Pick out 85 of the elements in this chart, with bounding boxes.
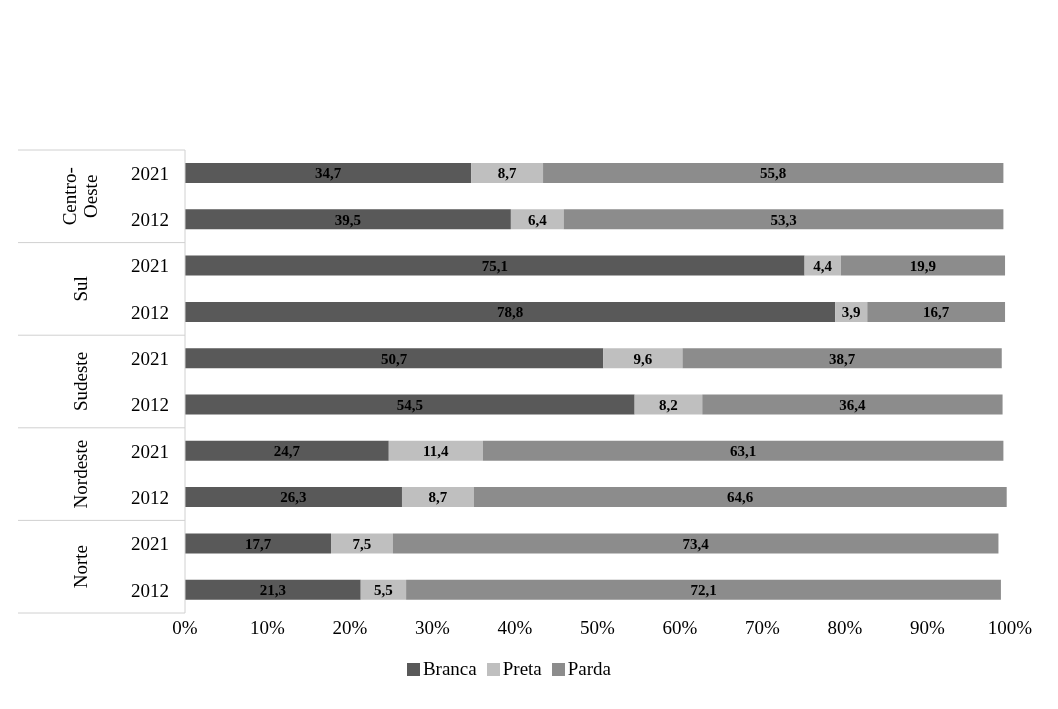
data-label: 36,4 [839, 396, 867, 413]
bar [185, 163, 472, 183]
bar [185, 255, 805, 276]
x-tick-label: 80% [827, 617, 863, 639]
data-label: 54,5 [396, 396, 423, 413]
x-tick-label: 0% [172, 617, 198, 639]
text: Nordeste [69, 439, 91, 509]
data-label: 17,7 [244, 535, 272, 552]
data-label: 39,5 [334, 211, 362, 228]
x-tick-label: 10% [250, 617, 286, 639]
text: Sudeste [69, 351, 91, 412]
y-tick-label: 2021 [131, 533, 169, 555]
x-tick-label: 20% [332, 617, 368, 639]
bar [185, 440, 389, 461]
bar [473, 487, 1007, 508]
x-tick-label: 60% [662, 617, 698, 639]
bar [867, 301, 1006, 322]
data-label: 7,5 [352, 535, 372, 552]
y-tick-label: 2012 [131, 394, 169, 416]
data-label: 6,4 [527, 211, 548, 228]
y-tick-label: 2012 [131, 209, 169, 231]
data-label: 21,3 [259, 582, 286, 599]
data-label: 73,4 [682, 535, 710, 552]
data-label: 72,1 [690, 582, 717, 599]
y-tick-label: 2021 [131, 440, 169, 462]
data-label: 5,5 [374, 582, 393, 599]
bar [331, 533, 393, 554]
data-label: 8,7 [497, 165, 518, 182]
bar [388, 440, 483, 461]
data-label: 19,9 [909, 257, 937, 274]
y-tick-label: 2021 [131, 348, 169, 369]
data-label: 64,6 [727, 489, 754, 506]
bar [482, 440, 1004, 461]
text: Sul [69, 276, 91, 302]
x-tick-label: 70% [745, 617, 781, 639]
data-label: 4,4 [813, 257, 833, 274]
data-label: 3,9 [841, 304, 861, 321]
data-label: 11,4 [423, 443, 449, 460]
y-tick-label: 2021 [131, 255, 169, 277]
data-label: 34,7 [315, 165, 342, 182]
bar [471, 163, 544, 183]
bar [185, 533, 332, 554]
data-label: 9,6 [633, 350, 653, 367]
bar [185, 348, 604, 369]
data-label: 53,3 [770, 211, 797, 228]
data-label: 26,3 [280, 489, 307, 506]
data-label: 8,7 [428, 489, 448, 506]
y-tick-label: 2021 [131, 162, 169, 184]
bar [563, 209, 1004, 230]
legend-label: Preta [502, 658, 542, 680]
x-tick-label: 30% [415, 617, 451, 639]
data-label: 50,7 [381, 350, 408, 367]
bar [185, 394, 635, 415]
y-tick-label: 2012 [131, 486, 169, 508]
bar [185, 301, 836, 322]
bar [185, 579, 361, 600]
bar [406, 579, 1001, 600]
data-label: 75,1 [481, 257, 508, 274]
x-tick-label: 100% [987, 617, 1033, 639]
data-label: 16,7 [923, 304, 950, 321]
bar [840, 255, 1006, 276]
text: Norte [69, 545, 91, 589]
y-tick-label: 2012 [131, 301, 169, 323]
data-label: 78,8 [496, 304, 524, 321]
bar [543, 163, 1004, 183]
x-tick-label: 90% [910, 617, 946, 639]
data-label: 24,7 [273, 443, 301, 460]
data-label: 38,7 [828, 350, 856, 367]
bar [392, 533, 999, 554]
legend-label: Parda [567, 658, 612, 680]
data-label: 55,8 [760, 165, 787, 182]
x-tick-label: 40% [497, 617, 533, 639]
bar [634, 394, 703, 415]
bar [603, 348, 683, 369]
bar [185, 487, 402, 508]
text: Centro-Oeste [59, 167, 102, 226]
data-label: 63,1 [729, 443, 757, 460]
bar [682, 348, 1002, 369]
legend-label: Branca [422, 658, 477, 680]
y-tick-label: 2012 [131, 579, 169, 601]
x-tick-label: 50% [580, 617, 616, 639]
bar [185, 209, 511, 230]
bar [702, 394, 1003, 415]
bar [401, 487, 474, 508]
data-label: 8,2 [659, 396, 678, 413]
